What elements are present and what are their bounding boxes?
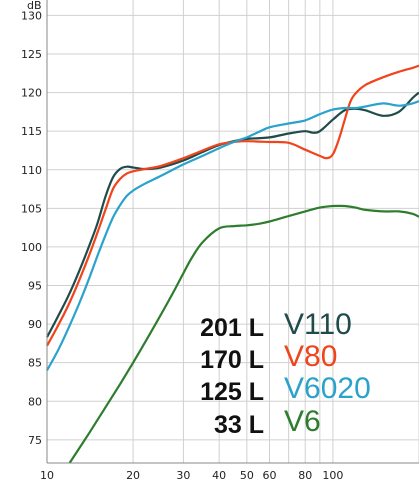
x-tick-label: 50 — [240, 469, 254, 482]
legend-model-v80: V80 — [284, 340, 337, 373]
response-curves — [46, 64, 419, 464]
x-tick-label: 100 — [322, 469, 343, 482]
x-tick-label: 40 — [212, 469, 226, 482]
y-tick-label: 125 — [21, 48, 42, 61]
x-tick-label: 20 — [126, 469, 140, 482]
y-tick-label: 105 — [21, 202, 42, 215]
series-line-v6 — [68, 204, 419, 464]
x-tick-label: 60 — [262, 469, 276, 482]
legend-model-v6020: V6020 — [284, 372, 371, 405]
legend-model-v6: V6 — [284, 405, 321, 438]
y-tick-label: 100 — [21, 241, 42, 254]
legend-volume-v6020: 125 L — [200, 378, 264, 406]
x-tick-label: 30 — [176, 469, 190, 482]
legend-volume-v80: 170 L — [200, 346, 264, 374]
plot-axes: 75 80 85 90 95 100 105 110 115 120 125 130 10 20 30 40 5… — [21, 0, 419, 482]
legend-volume-v110: 201 L — [200, 314, 264, 342]
y-tick-label: 110 — [21, 164, 42, 177]
series-line-v6020 — [46, 100, 419, 371]
y-tick-label: 80 — [28, 395, 42, 408]
y-tick-label: 95 — [28, 280, 42, 293]
y-tick-label: 90 — [28, 318, 42, 331]
y-tick-label: 75 — [28, 434, 42, 447]
y-tick-label: 85 — [28, 357, 42, 370]
y-tick-label: 115 — [21, 125, 42, 138]
y-axis-unit-label: dB — [27, 0, 42, 12]
y-tick-label: 130 — [21, 9, 42, 22]
y-tick-label: 120 — [21, 87, 42, 100]
legend-volume-v6: 33 L — [214, 411, 264, 439]
legend: 201 L V110 170 L V80 125 L V6020 33 L V6 — [200, 308, 371, 439]
x-tick-label: 10 — [40, 469, 54, 482]
x-tick-label: 80 — [298, 469, 312, 482]
legend-model-v110: V110 — [284, 308, 352, 341]
